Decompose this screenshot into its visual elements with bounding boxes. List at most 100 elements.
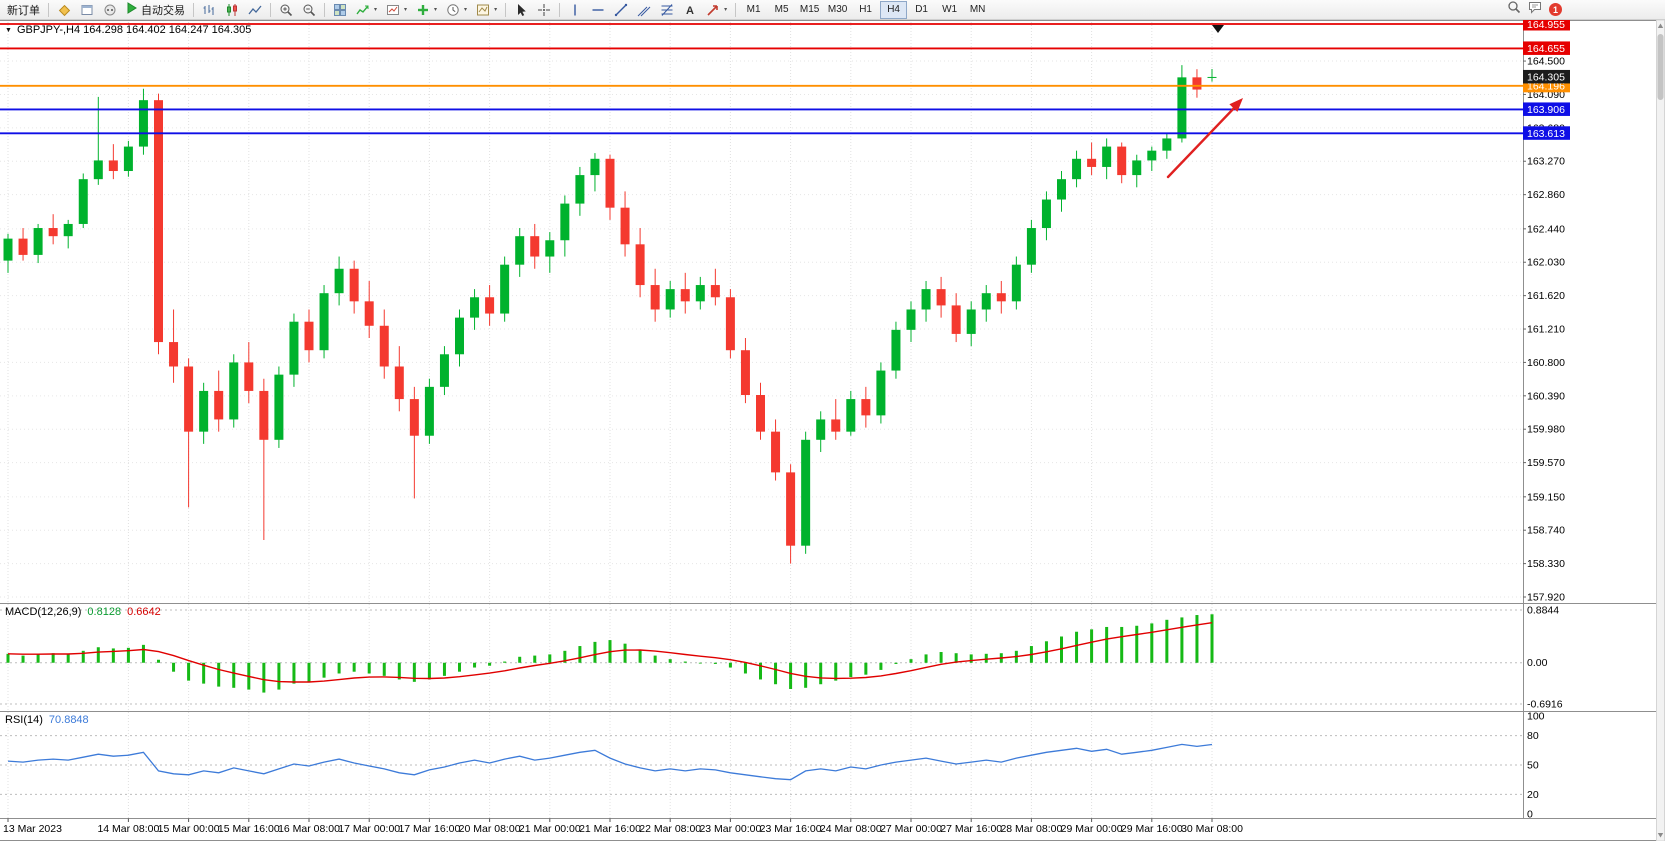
- cursor-icon[interactable]: [510, 1, 532, 19]
- candle-body: [740, 350, 750, 396]
- trendline-icon[interactable]: [610, 1, 632, 19]
- trend-arrow-head[interactable]: [1229, 98, 1243, 112]
- chart-canvas[interactable]: 164.500164.090163.680163.270162.860162.4…: [0, 20, 1665, 841]
- line-chart-icon[interactable]: [244, 1, 266, 19]
- zoom-in-icon[interactable]: [275, 1, 297, 19]
- candle-body: [1117, 146, 1127, 176]
- macd-bar: [698, 662, 702, 664]
- price-axis-label: 159.570: [1527, 457, 1565, 469]
- candle-body: [710, 285, 720, 298]
- scrollbar-thumb[interactable]: [1657, 34, 1664, 100]
- collapse-chevron-icon[interactable]: ▼: [5, 26, 12, 34]
- toolbar: 新订单 自动交易 ▾ ▾ ▾ ▾ ▾ A ▾ M1: [0, 0, 1665, 20]
- timeframe-m5[interactable]: M5: [768, 1, 795, 19]
- vertical-line-icon[interactable]: [564, 1, 586, 19]
- market-watch-icon[interactable]: [53, 1, 75, 19]
- candle-body: [891, 329, 901, 371]
- price-axis-label: 164.500: [1527, 56, 1565, 68]
- price-line-tag-label: 164.655: [1527, 43, 1565, 55]
- zoom-out-icon[interactable]: [298, 1, 320, 19]
- horizontal-line-icon[interactable]: [587, 1, 609, 19]
- timeframe-h1[interactable]: H1: [852, 1, 879, 19]
- candle-body: [48, 228, 58, 237]
- toolbar-separator: [270, 2, 271, 17]
- macd-bar: [849, 662, 853, 678]
- macd-main-value: 0.8128: [87, 606, 122, 618]
- timeframe-h4[interactable]: H4: [880, 0, 908, 19]
- timeframe-m1[interactable]: M1: [740, 1, 767, 19]
- candle-body: [3, 238, 13, 261]
- chat-icon[interactable]: [1528, 0, 1542, 19]
- macd-bar: [292, 662, 296, 684]
- candle-body: [951, 305, 961, 334]
- candle-body: [725, 297, 735, 351]
- scrollbar-down-arrow[interactable]: [1657, 833, 1664, 838]
- macd-bar: [864, 662, 868, 675]
- time-label: 17 Mar 00:00: [338, 823, 400, 835]
- marker-triangle[interactable]: [1212, 25, 1224, 33]
- timeframe-m30[interactable]: M30: [824, 1, 851, 19]
- macd-bar: [804, 662, 808, 688]
- candle-body: [485, 297, 495, 314]
- macd-bar: [96, 647, 100, 663]
- macd-bar: [623, 643, 627, 663]
- arrow-tools-icon[interactable]: ▾: [702, 1, 731, 19]
- price-axis-label: 163.270: [1527, 156, 1565, 168]
- candle-body: [545, 240, 555, 257]
- time-label: 28 Mar 08:00: [1000, 823, 1062, 835]
- candle-body: [123, 146, 133, 172]
- channel-icon[interactable]: [633, 1, 655, 19]
- price-line-tag: [1523, 102, 1570, 116]
- macd-bar: [172, 662, 176, 672]
- candle-body: [620, 207, 630, 245]
- template-icon[interactable]: ▾: [472, 1, 501, 19]
- macd-bar: [427, 662, 431, 680]
- search-icon[interactable]: [1507, 0, 1521, 19]
- timeframe-w1[interactable]: W1: [936, 1, 963, 19]
- candle-body: [334, 268, 344, 294]
- macd-bar: [1180, 617, 1184, 663]
- macd-name: MACD(12,26,9): [5, 606, 82, 618]
- tile-windows-icon[interactable]: [329, 1, 351, 19]
- timeframe-d1[interactable]: D1: [908, 1, 935, 19]
- candle-body: [680, 289, 690, 302]
- scrollbar-up-arrow[interactable]: [1657, 23, 1664, 29]
- trend-arrow[interactable]: [1166, 104, 1238, 179]
- indicator-window-icon[interactable]: ▾: [382, 1, 411, 19]
- notification-badge[interactable]: 1: [1549, 3, 1562, 16]
- macd-label: MACD(12,26,9) 0.8128 0.6642: [5, 606, 161, 618]
- macd-bar: [21, 655, 25, 663]
- add-indicator-icon[interactable]: ▾: [412, 1, 441, 19]
- macd-bar: [834, 662, 838, 681]
- macd-bar: [954, 653, 958, 663]
- svg-text:A: A: [686, 5, 694, 17]
- candlestick-icon[interactable]: [221, 1, 243, 19]
- macd-bar: [774, 662, 778, 685]
- candle-body: [831, 419, 841, 432]
- new-order-button[interactable]: 新订单: [3, 1, 44, 19]
- macd-bar: [473, 662, 477, 668]
- indicators-icon[interactable]: ▾: [352, 1, 381, 19]
- vertical-scrollbar[interactable]: [1656, 20, 1665, 841]
- time-label: 20 Mar 08:00: [459, 823, 521, 835]
- crosshair-icon[interactable]: [533, 1, 555, 19]
- candle-body: [771, 431, 781, 473]
- text-icon[interactable]: A: [679, 1, 701, 19]
- candle-body: [1132, 160, 1142, 176]
- macd-bar: [563, 650, 567, 663]
- auto-trading-button[interactable]: 自动交易: [122, 1, 189, 19]
- timeframe-mn[interactable]: MN: [964, 1, 991, 19]
- rsi-scale-label: 20: [1527, 789, 1539, 801]
- timeframe-m15[interactable]: M15: [796, 1, 823, 19]
- rsi-scale-label: 0: [1527, 809, 1533, 821]
- fibonacci-icon[interactable]: [656, 1, 678, 19]
- data-window-icon[interactable]: [76, 1, 98, 19]
- toolbar-separator: [735, 2, 737, 17]
- clock-icon[interactable]: ▾: [442, 1, 471, 19]
- candle-body: [861, 399, 871, 416]
- time-label: 23 Mar 16:00: [760, 823, 822, 835]
- candle-body: [1087, 158, 1097, 167]
- bar-chart-icon[interactable]: [198, 1, 220, 19]
- support-chat-icon[interactable]: [99, 1, 121, 19]
